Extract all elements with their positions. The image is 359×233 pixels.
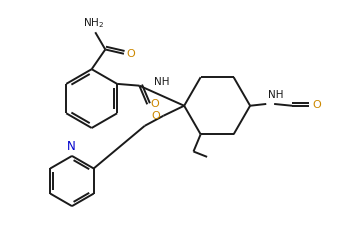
Text: NH: NH <box>268 90 284 100</box>
Text: NH: NH <box>154 77 169 87</box>
Text: N: N <box>66 140 75 153</box>
Text: O: O <box>126 49 135 59</box>
Text: O: O <box>151 111 160 121</box>
Text: O: O <box>312 100 321 110</box>
Text: NH$_2$: NH$_2$ <box>83 16 104 30</box>
Text: O: O <box>151 99 160 109</box>
